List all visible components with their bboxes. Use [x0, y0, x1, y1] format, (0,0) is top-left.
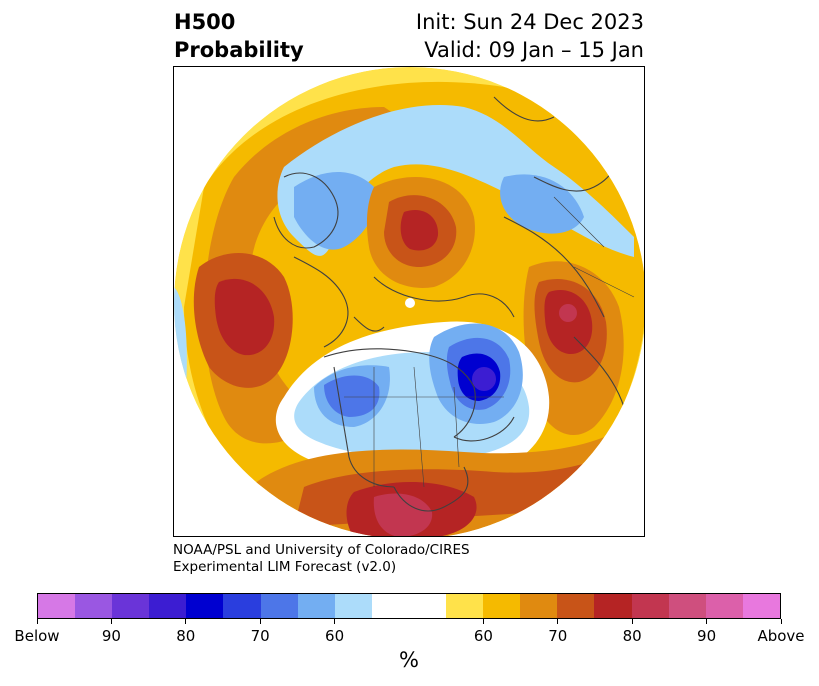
colorbar-tick	[631, 619, 633, 624]
colorbar-tick	[557, 619, 559, 624]
below-normal-region	[277, 105, 634, 257]
colorbar-tick	[36, 619, 38, 624]
colorbar-segment-above	[742, 594, 780, 618]
probability-colorbar	[37, 593, 781, 619]
colorbar-segment-below	[186, 594, 224, 618]
colorbar-segment-above	[483, 594, 521, 618]
colorbar-segment-below	[38, 594, 76, 618]
title-type: Probability	[174, 38, 304, 62]
init-date: Init: Sun 24 Dec 2023	[415, 10, 644, 34]
credit-line-1: NOAA/PSL and University of Colorado/CIRE…	[173, 542, 470, 558]
colorbar-tick-label: Below	[14, 627, 60, 645]
colorbar-segment-below	[297, 594, 335, 618]
colorbar-tick-label: 60	[473, 627, 493, 645]
colorbar-tick-label: 70	[548, 627, 568, 645]
borders	[344, 196, 635, 488]
colorbar-segment-above	[520, 594, 558, 618]
colorbar-segment-above	[594, 594, 632, 618]
above-normal-peak	[559, 304, 577, 322]
probability-map	[173, 66, 645, 537]
colorbar-segment-below	[334, 594, 372, 618]
colorbar-tick	[334, 619, 336, 624]
colorbar-segment-below	[260, 594, 298, 618]
colorbar-segment-below	[149, 594, 187, 618]
above-normal-region	[400, 209, 439, 251]
polar-projection-map	[174, 67, 644, 536]
credit-line-2: Experimental LIM Forecast (v2.0)	[173, 559, 397, 575]
above-normal-region	[544, 290, 593, 355]
colorbar-segment-above	[557, 594, 595, 618]
colorbar-segment-below	[75, 594, 113, 618]
north-pole-marker	[405, 298, 415, 308]
colorbar-tick-label: 70	[250, 627, 270, 645]
colorbar-segment-above	[446, 594, 484, 618]
colorbar-segment-below	[112, 594, 150, 618]
colorbar-segment-above	[631, 594, 669, 618]
credit-text: NOAA/PSL and University of Colorado/CIRE…	[173, 542, 470, 576]
colorbar-tick	[185, 619, 187, 624]
colorbar-segment-below	[223, 594, 261, 618]
colorbar-tick-label: 80	[176, 627, 196, 645]
colorbar-tick	[259, 619, 261, 624]
below-normal-peak	[472, 367, 496, 391]
colorbar-tick-label: Above	[757, 627, 805, 645]
below-normal-region	[324, 375, 380, 417]
title-variable: H500	[174, 10, 236, 34]
colorbar-segment-neutral	[371, 594, 447, 618]
colorbar-tick	[706, 619, 708, 624]
forecast-dates: Init: Sun 24 Dec 2023 Valid: 09 Jan – 15…	[416, 8, 644, 64]
map-title: H500 Probability	[174, 8, 304, 64]
above-normal-region	[214, 278, 275, 356]
above-normal-peak	[373, 493, 433, 536]
colorbar-tick-label: 60	[325, 627, 345, 645]
below-normal-region	[294, 172, 377, 250]
colorbar-tick	[482, 619, 484, 624]
colorbar-tick-label: 90	[697, 627, 717, 645]
colorbar-tick	[780, 619, 782, 624]
valid-dates: Valid: 09 Jan – 15 Jan	[424, 38, 644, 62]
coastlines	[273, 96, 625, 512]
colorbar-unit: %	[399, 648, 419, 672]
colorbar-segment-above	[668, 594, 706, 618]
colorbar-tick-label: 80	[622, 627, 642, 645]
colorbar-segment-above	[705, 594, 743, 618]
colorbar-tick	[110, 619, 112, 624]
colorbar-tick-label: 90	[101, 627, 121, 645]
